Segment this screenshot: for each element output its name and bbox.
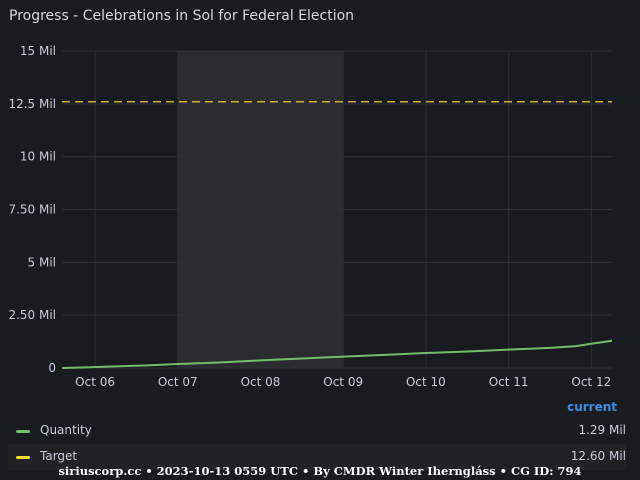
y-tick-label: 10 Mil (20, 150, 56, 164)
legend-row-quantity[interactable]: Quantity 1.29 Mil (8, 418, 626, 444)
x-tick-label: Oct 12 (571, 375, 611, 389)
y-tick-label: 2.50 Mil (8, 308, 56, 322)
legend-header-current[interactable]: current (567, 400, 617, 414)
legend-row-target[interactable]: Target 12.60 Mil (8, 444, 626, 470)
legend-name: Quantity (40, 423, 92, 437)
footer-credit: siriuscorp.cc • 2023-10-13 0559 UTC • By… (58, 464, 582, 478)
legend-value: 1.29 Mil (578, 423, 626, 437)
x-tick-label: Oct 06 (75, 375, 115, 389)
legend-value: 12.60 Mil (570, 449, 626, 463)
x-tick-label: Oct 07 (158, 375, 198, 389)
target-swatch-icon (16, 456, 30, 459)
y-tick-label: 12.5 Mil (8, 97, 56, 111)
panel-title: Progress - Celebrations in Sol for Feder… (9, 8, 355, 24)
y-tick-label: 7.50 Mil (8, 203, 56, 217)
y-tick-label: 15 Mil (20, 44, 56, 58)
quantity-swatch-icon (16, 430, 30, 433)
x-tick-label: Oct 11 (489, 375, 529, 389)
chart-area: 0 2.50 Mil 5 Mil 7.50 Mil 10 Mil 12.5 Mil 15 M… (8, 44, 613, 389)
series-line-quantity (61, 339, 613, 369)
x-tick-label: Oct 08 (241, 375, 281, 389)
x-tick-label: Oct 10 (406, 375, 446, 389)
legend-name: Target (40, 449, 78, 463)
y-tick-label: 0 (48, 361, 56, 375)
x-tick-label: Oct 09 (323, 375, 363, 389)
y-tick-label: 5 Mil (28, 255, 56, 269)
